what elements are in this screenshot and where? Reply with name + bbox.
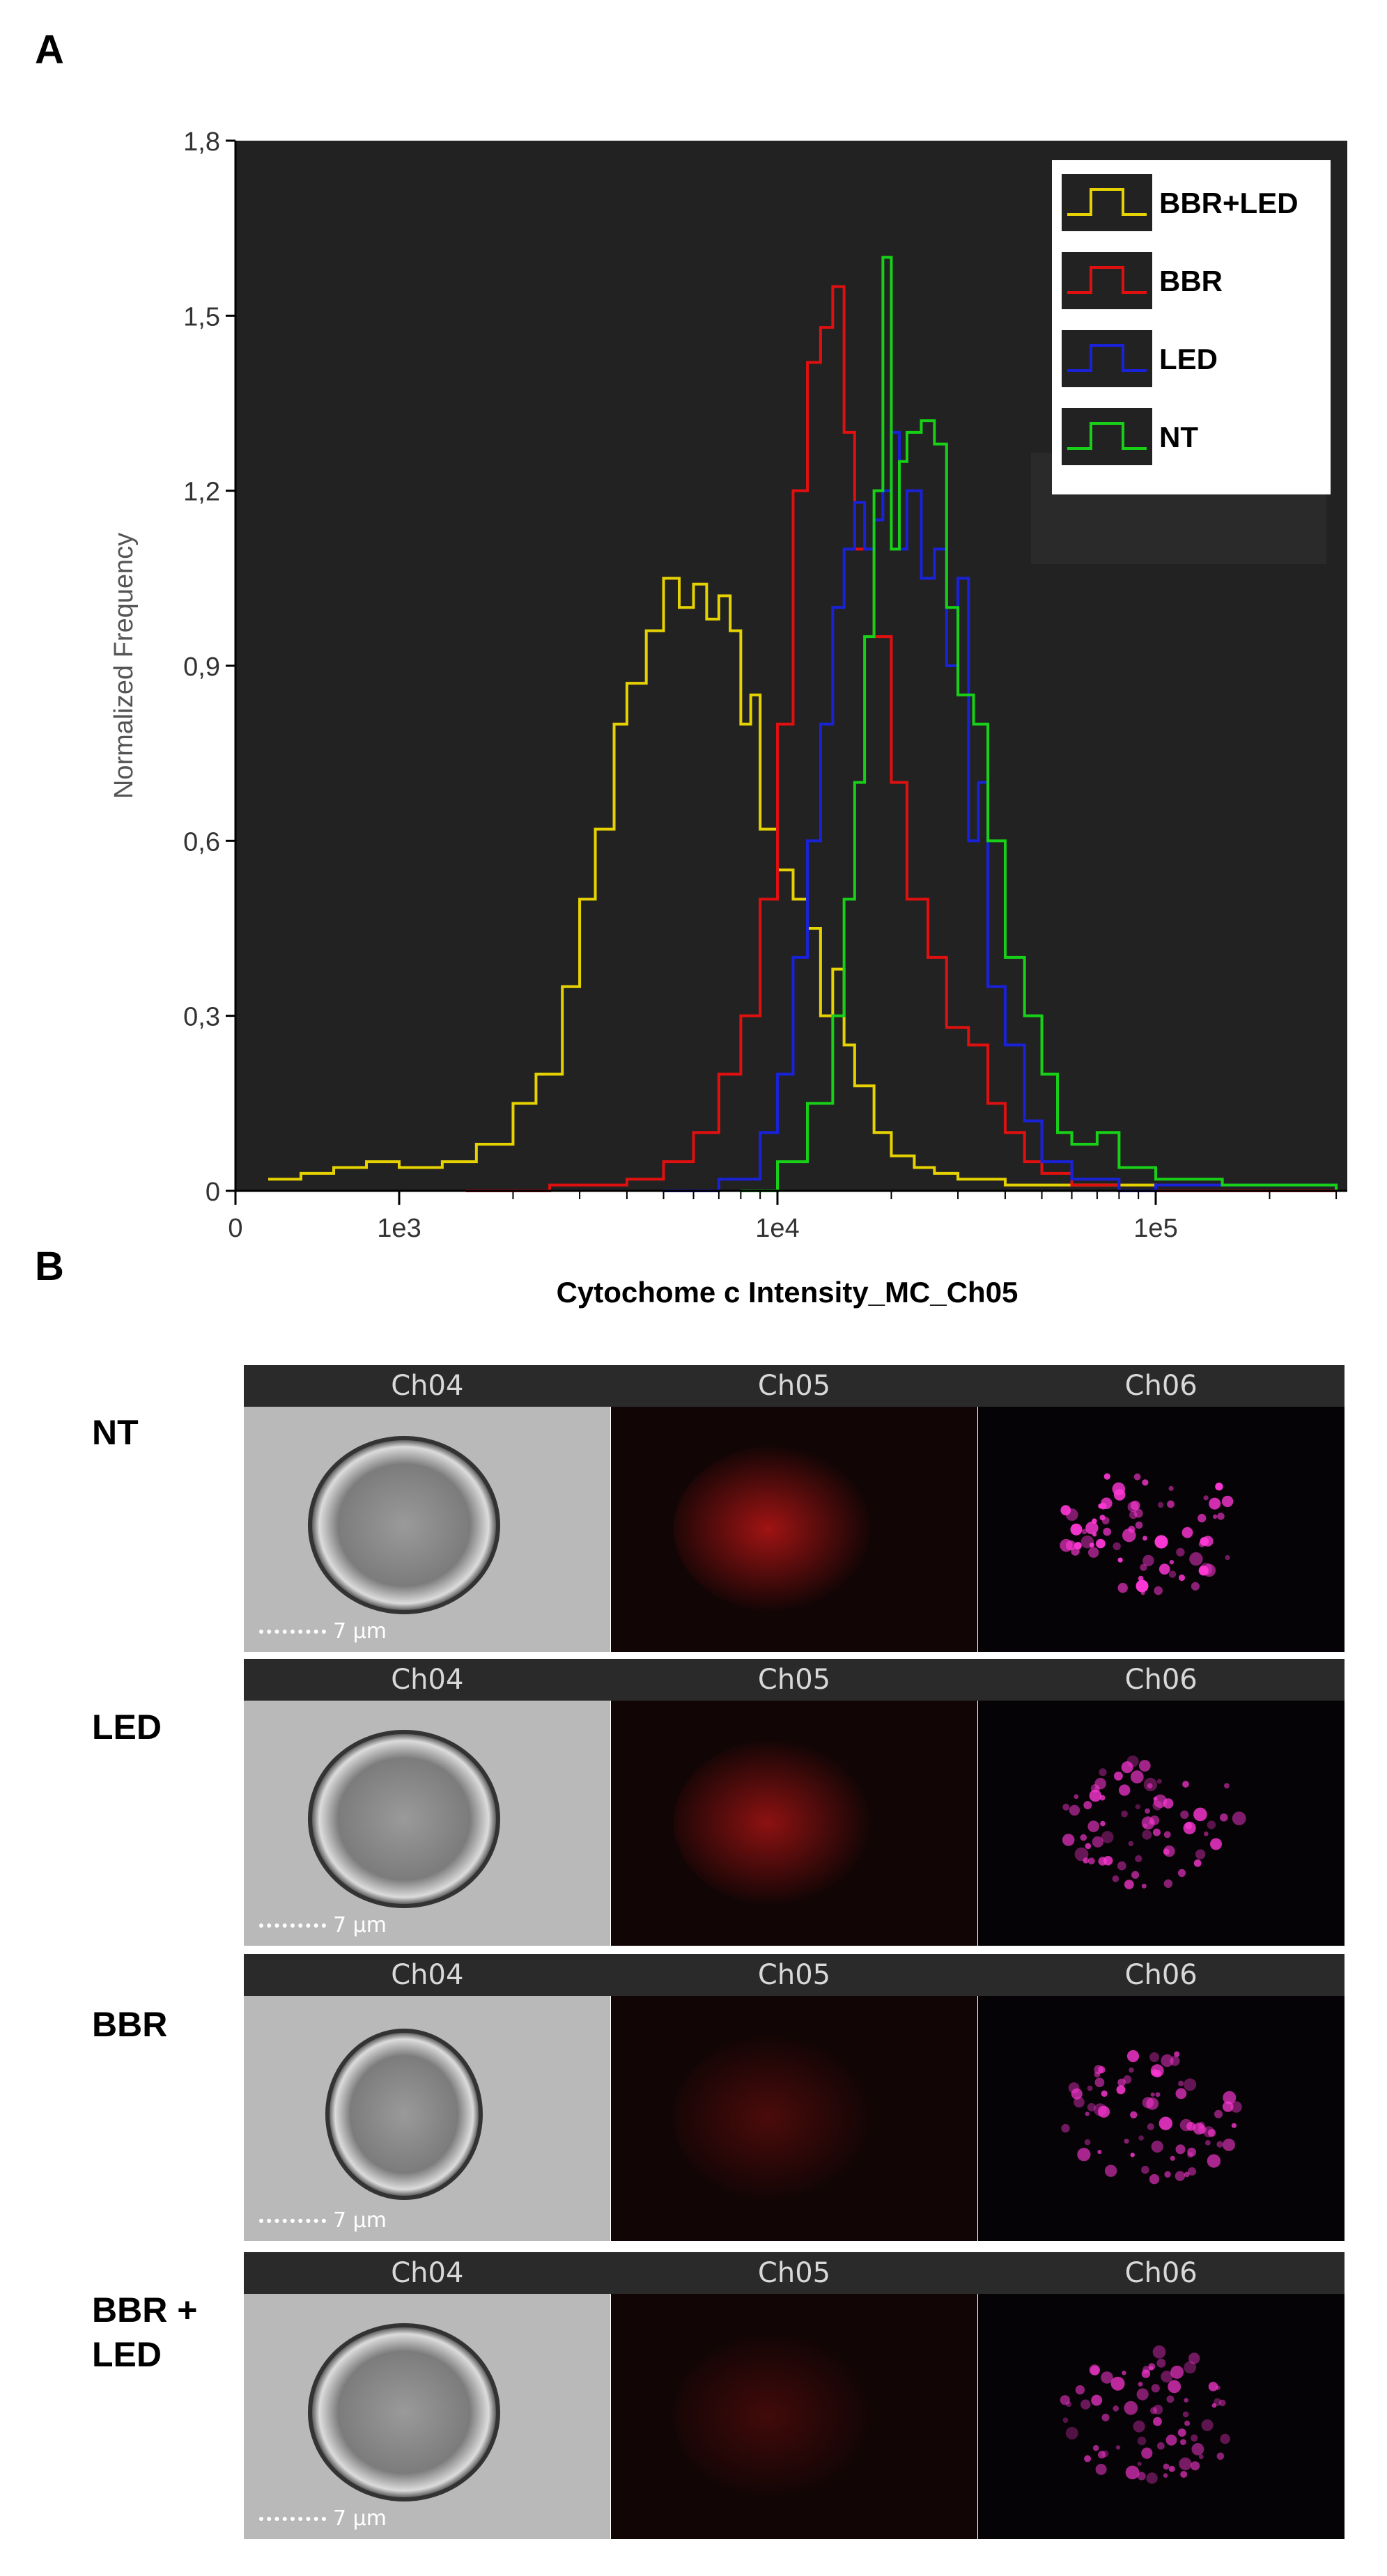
panel-a-letter: A [35,27,64,72]
micrograph-strip: Ch04 Ch05 Ch06 7 µm [244,1365,1345,1652]
legend-label: LED [1159,343,1218,375]
y-tick-label: 1,5 [183,302,220,331]
channel-label: Ch05 [757,1664,831,1696]
channel-label: Ch06 [1124,1664,1198,1696]
row-label: NT [92,1413,139,1452]
y-tick-label: 1,8 [183,127,220,157]
panel-b-letter: B [35,1244,64,1289]
brightfield-image: 7 µm [244,1996,610,2241]
series-line-bbr [465,285,1337,1192]
scale-bar: 7 µm [259,2208,387,2233]
scale-bar: 7 µm [259,1619,387,1644]
legend-swatch [1062,252,1152,309]
brightfield-image: 7 µm [244,2294,610,2539]
channel-label: Ch06 [1124,1959,1198,1991]
legend-swatch-line [1067,188,1147,216]
x-tick-label: 1e4 [755,1214,799,1243]
channel-label: Ch05 [757,1959,831,1991]
scale-bar-label: 7 µm [333,1913,387,1937]
row-label: BBR [92,2005,168,2044]
legend-swatch-line [1067,266,1147,294]
channel-label: Ch05 [757,1370,831,1402]
channel-label: Ch04 [391,1370,464,1402]
legend-swatch [1062,408,1152,465]
legend-swatch-line [1067,422,1147,450]
ch06-image [978,2294,1345,2539]
row-label: LED [92,1708,162,1747]
y-tick-label: 1,2 [183,478,220,507]
x-tick-label: 0 [228,1214,242,1243]
ch05-image [611,1701,977,1946]
micrograph-strip: Ch04 Ch05 Ch06 7 µm [244,1659,1345,1946]
series-line-bbr-led [268,577,1337,1192]
legend-swatch [1062,174,1152,231]
legend-swatch-line [1067,344,1147,372]
scale-bar-label: 7 µm [333,1619,387,1644]
scale-bar: 7 µm [259,1913,387,1937]
channel-header-bar: Ch04 Ch05 Ch06 [244,1954,1345,1996]
channel-label: Ch06 [1124,2257,1198,2289]
channel-label: Ch06 [1124,1370,1198,1402]
legend-label: BBR [1159,265,1223,297]
ch05-image [611,1407,977,1652]
brightfield-image: 7 µm [244,1701,610,1946]
channel-label: Ch04 [391,2257,464,2289]
scale-bar-label: 7 µm [333,2506,387,2531]
y-tick-label: 0,9 [183,653,220,682]
channel-label: Ch05 [757,2257,831,2289]
y-tick-label: 0,6 [183,827,220,857]
y-tick-label: 0,3 [183,1003,220,1032]
scale-bar-label: 7 µm [333,2208,387,2233]
scale-bar: 7 µm [259,2506,387,2531]
row-label-line: BBR + [92,2290,198,2329]
series-line-nt [741,256,1338,1192]
x-axis-label: Cytochome c Intensity_MC_Ch05 [557,1276,1018,1309]
micrograph-strip: Ch04 Ch05 Ch06 7 µm [244,2252,1345,2539]
ch05-image [611,2294,977,2539]
series-line-led [663,430,1338,1192]
channel-header-bar: Ch04 Ch05 Ch06 [244,1659,1345,1701]
channel-label: Ch04 [391,1959,464,1991]
y-axis-label: Normalized Frequency [109,533,139,799]
legend-swatch [1062,330,1152,387]
micrograph-strip: Ch04 Ch05 Ch06 7 µm [244,1954,1345,2241]
brightfield-image: 7 µm [244,1407,610,1652]
channel-header-bar: Ch04 Ch05 Ch06 [244,2252,1345,2294]
ch06-image [978,1701,1345,1946]
histogram-chart: 0 0,3 0,6 0,9 1,2 1,5 1,8 0 1e3 1e4 1e5 BBR+LED BBR… [109,127,1347,1309]
ch05-image [611,1996,977,2241]
channel-label: Ch04 [391,1664,464,1696]
ch06-image [978,1407,1345,1652]
x-tick-label: 1e5 [1133,1214,1177,1243]
row-label-line: LED [92,2335,162,2374]
legend-label: BBR+LED [1159,187,1299,219]
x-tick-label: 1e3 [377,1214,421,1243]
ch06-image [978,1996,1345,2241]
y-tick-label: 0 [206,1178,220,1207]
row-label: BBR + LED [92,2288,197,2377]
channel-header-bar: Ch04 Ch05 Ch06 [244,1365,1345,1407]
legend-label: NT [1159,421,1198,453]
